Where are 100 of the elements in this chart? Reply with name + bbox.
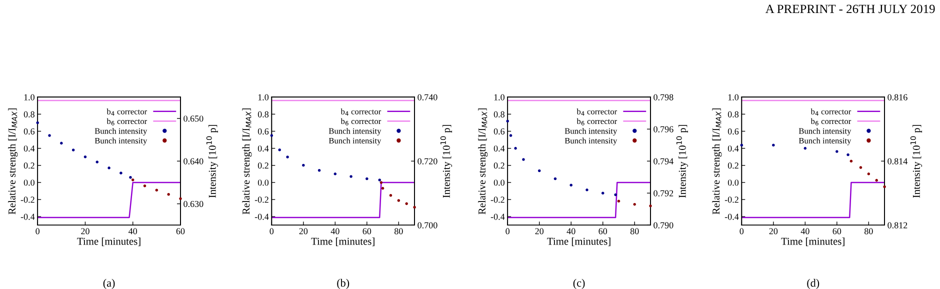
- point: [846, 153, 850, 156]
- point: [84, 155, 87, 158]
- point: [570, 184, 572, 187]
- point: [509, 134, 512, 137]
- point: [522, 158, 525, 161]
- x-tick-label: 80: [864, 228, 873, 234]
- text: (b): [337, 278, 350, 289]
- legend-label: Bunch intensity: [798, 138, 852, 146]
- x-tick-label: 60: [362, 228, 372, 234]
- legend-label: Bunch intensity: [94, 138, 148, 146]
- x-tick-label: 0: [36, 228, 40, 234]
- y-tick-label: 0.6: [494, 128, 505, 135]
- y2-axis-title: Intensity [10$^{10}$ p]: [910, 124, 922, 198]
- point: [883, 185, 886, 188]
- legend-label: b$_{4}$ corrector: [106, 108, 147, 116]
- y-tick-label: 1.0: [24, 94, 34, 100]
- y2-tick-label: 0.792: [654, 190, 674, 196]
- y-tick-label: -0.2: [20, 196, 34, 203]
- y-axis-title: Relative strength [I/I$_{MAX}$]: [478, 108, 488, 214]
- point: [350, 175, 352, 178]
- point: [366, 177, 368, 180]
- x-tick-label: 0: [740, 228, 744, 234]
- y-tick-label: 0.2: [258, 162, 268, 169]
- point: [413, 206, 416, 209]
- point: [48, 134, 51, 137]
- y2-tick-label: 0.790: [654, 222, 674, 228]
- legend-label: b$_{4}$ corrector: [576, 108, 617, 116]
- point: [286, 156, 289, 158]
- x-tick-label: 20: [769, 228, 778, 234]
- point: [143, 184, 146, 188]
- y2-tick-label: 0.740: [418, 94, 438, 100]
- y-axis-title: Relative strength [I/I$_{MAX}$]: [8, 108, 18, 214]
- point: [380, 181, 383, 184]
- y-tick-label: -0.4: [20, 214, 35, 220]
- point: [772, 144, 775, 147]
- legend-label: b$_{6}$ corrector: [106, 118, 147, 126]
- y2-tick-label: 0.794: [654, 158, 674, 164]
- legend-label: b$_{4}$ corrector: [810, 108, 852, 116]
- x-axis-title: Time [minutes]: [781, 237, 844, 246]
- x-tick-label: 40: [128, 228, 138, 234]
- x-tick-label: 80: [394, 228, 403, 234]
- y2-axis-title: Intensity [10$^{10}$ p]: [676, 124, 688, 198]
- x-tick-label: 20: [535, 228, 544, 234]
- point: [514, 146, 517, 150]
- x-tick-label: 80: [630, 228, 639, 234]
- y-tick-label: 0.0: [258, 180, 269, 186]
- legend-label: Bunch intensity: [328, 128, 382, 136]
- point: [506, 120, 509, 122]
- text: (a): [103, 278, 115, 289]
- point: [850, 160, 853, 163]
- point: [167, 193, 170, 196]
- point: [586, 188, 588, 192]
- y2-tick-label: 0.650: [184, 116, 204, 122]
- x-tick-label: 0: [270, 228, 274, 234]
- y2-tick-label: 0.814: [888, 158, 908, 164]
- text: (d): [807, 278, 820, 289]
- point: [554, 177, 557, 180]
- point: [649, 204, 652, 208]
- legend-label: Bunch intensity: [94, 128, 148, 136]
- point: [614, 193, 617, 196]
- y-tick-label: 0.6: [728, 128, 739, 135]
- point: [397, 199, 400, 202]
- y-axis-title: Relative strength [I/I$_{MAX}$]: [712, 108, 722, 214]
- y2-tick-label: 0.812: [888, 222, 908, 228]
- point: [538, 169, 541, 172]
- point: [131, 178, 134, 182]
- point: [867, 172, 870, 176]
- point: [334, 172, 337, 176]
- legend-label: b$_{6}$ corrector: [810, 118, 852, 126]
- legend-label: Bunch intensity: [798, 128, 852, 136]
- point: [875, 178, 878, 182]
- y-tick-label: -0.4: [490, 214, 505, 220]
- y-tick-label: 0.8: [728, 111, 739, 118]
- x-tick-label: 20: [81, 228, 90, 234]
- point: [270, 134, 274, 137]
- point: [129, 176, 132, 179]
- y2-axis-title: Intensity [10$^{10}$ p]: [440, 124, 452, 198]
- y-tick-label: 0.6: [24, 128, 35, 135]
- y-tick-label: -0.4: [724, 214, 739, 220]
- x-tick-label: 60: [832, 228, 842, 234]
- x-tick-label: 40: [330, 228, 340, 234]
- y2-axis-title: Intensity [10$^{10}$ p]: [206, 124, 218, 198]
- x-tick-label: 0: [506, 228, 510, 234]
- point: [302, 164, 305, 167]
- point: [740, 144, 744, 147]
- point: [836, 150, 838, 153]
- point: [108, 166, 110, 170]
- y2-tick-label: 0.640: [184, 158, 204, 164]
- x-tick-label: 60: [598, 228, 608, 234]
- point: [804, 146, 807, 150]
- y-tick-label: 0.0: [494, 180, 504, 186]
- legend-label: b$_{6}$ corrector: [576, 118, 617, 126]
- legend-label: Bunch intensity: [564, 128, 618, 136]
- point: [36, 121, 39, 124]
- point: [389, 194, 392, 197]
- y-tick-label: 0.4: [24, 145, 35, 152]
- y-tick-label: 0.4: [494, 145, 505, 152]
- y-tick-label: 0.8: [24, 111, 34, 118]
- y-tick-label: 0.0: [24, 180, 34, 186]
- point: [155, 188, 158, 192]
